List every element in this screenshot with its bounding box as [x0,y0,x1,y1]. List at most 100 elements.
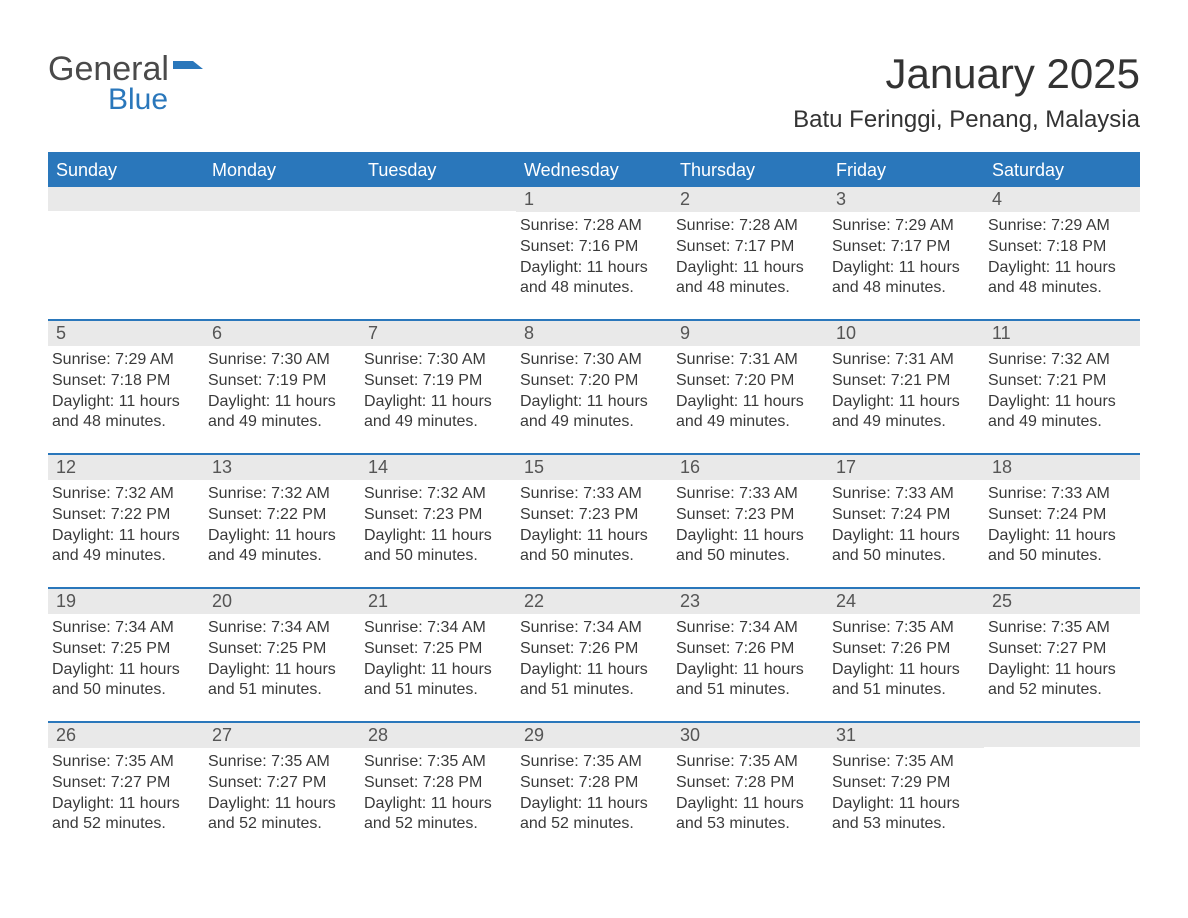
day-cell [48,187,204,319]
day-number: 28 [360,723,516,748]
week-row: 5Sunrise: 7:29 AMSunset: 7:18 PMDaylight… [48,319,1140,453]
day-cell: 15Sunrise: 7:33 AMSunset: 7:23 PMDayligh… [516,455,672,587]
day-details: Sunrise: 7:32 AMSunset: 7:22 PMDaylight:… [48,480,204,567]
day-of-week-cell: Tuesday [360,154,516,187]
day-cell: 4Sunrise: 7:29 AMSunset: 7:18 PMDaylight… [984,187,1140,319]
day-details: Sunrise: 7:28 AMSunset: 7:16 PMDaylight:… [516,212,672,299]
day-cell: 1Sunrise: 7:28 AMSunset: 7:16 PMDaylight… [516,187,672,319]
day-cell: 8Sunrise: 7:30 AMSunset: 7:20 PMDaylight… [516,321,672,453]
day-of-week-row: SundayMondayTuesdayWednesdayThursdayFrid… [48,154,1140,187]
day-cell: 26Sunrise: 7:35 AMSunset: 7:27 PMDayligh… [48,723,204,855]
logo-block: General Blue [48,50,203,117]
day-number: 16 [672,455,828,480]
day-number [984,723,1140,747]
day-details: Sunrise: 7:31 AMSunset: 7:21 PMDaylight:… [828,346,984,433]
day-cell: 29Sunrise: 7:35 AMSunset: 7:28 PMDayligh… [516,723,672,855]
day-number: 3 [828,187,984,212]
day-cell: 20Sunrise: 7:34 AMSunset: 7:25 PMDayligh… [204,589,360,721]
day-details: Sunrise: 7:35 AMSunset: 7:27 PMDaylight:… [48,748,204,835]
day-cell: 24Sunrise: 7:35 AMSunset: 7:26 PMDayligh… [828,589,984,721]
day-number: 6 [204,321,360,346]
day-number: 21 [360,589,516,614]
day-cell [984,723,1140,855]
day-of-week-cell: Sunday [48,154,204,187]
day-cell: 13Sunrise: 7:32 AMSunset: 7:22 PMDayligh… [204,455,360,587]
day-number [204,187,360,211]
day-of-week-cell: Wednesday [516,154,672,187]
calendar: SundayMondayTuesdayWednesdayThursdayFrid… [48,152,1140,855]
day-number: 15 [516,455,672,480]
day-cell: 27Sunrise: 7:35 AMSunset: 7:27 PMDayligh… [204,723,360,855]
day-cell: 3Sunrise: 7:29 AMSunset: 7:17 PMDaylight… [828,187,984,319]
day-cell: 9Sunrise: 7:31 AMSunset: 7:20 PMDaylight… [672,321,828,453]
day-of-week-cell: Thursday [672,154,828,187]
day-number: 23 [672,589,828,614]
day-number: 4 [984,187,1140,212]
day-cell: 16Sunrise: 7:33 AMSunset: 7:23 PMDayligh… [672,455,828,587]
day-of-week-cell: Friday [828,154,984,187]
day-details: Sunrise: 7:34 AMSunset: 7:25 PMDaylight:… [360,614,516,701]
day-details: Sunrise: 7:34 AMSunset: 7:26 PMDaylight:… [516,614,672,701]
day-details: Sunrise: 7:30 AMSunset: 7:19 PMDaylight:… [204,346,360,433]
day-number: 12 [48,455,204,480]
day-details: Sunrise: 7:32 AMSunset: 7:22 PMDaylight:… [204,480,360,567]
title-block: January 2025 Batu Feringgi, Penang, Mala… [793,50,1140,134]
day-cell: 23Sunrise: 7:34 AMSunset: 7:26 PMDayligh… [672,589,828,721]
day-details: Sunrise: 7:33 AMSunset: 7:23 PMDaylight:… [672,480,828,567]
week-row: 1Sunrise: 7:28 AMSunset: 7:16 PMDaylight… [48,187,1140,319]
day-number: 31 [828,723,984,748]
day-number: 19 [48,589,204,614]
day-details: Sunrise: 7:34 AMSunset: 7:26 PMDaylight:… [672,614,828,701]
day-details: Sunrise: 7:33 AMSunset: 7:24 PMDaylight:… [984,480,1140,567]
day-number [360,187,516,211]
day-cell [204,187,360,319]
day-number: 26 [48,723,204,748]
day-number: 30 [672,723,828,748]
day-cell: 6Sunrise: 7:30 AMSunset: 7:19 PMDaylight… [204,321,360,453]
day-details: Sunrise: 7:33 AMSunset: 7:23 PMDaylight:… [516,480,672,567]
day-details: Sunrise: 7:35 AMSunset: 7:26 PMDaylight:… [828,614,984,701]
day-details: Sunrise: 7:33 AMSunset: 7:24 PMDaylight:… [828,480,984,567]
day-details: Sunrise: 7:34 AMSunset: 7:25 PMDaylight:… [48,614,204,701]
day-details: Sunrise: 7:31 AMSunset: 7:20 PMDaylight:… [672,346,828,433]
day-number: 1 [516,187,672,212]
day-cell: 22Sunrise: 7:34 AMSunset: 7:26 PMDayligh… [516,589,672,721]
week-row: 19Sunrise: 7:34 AMSunset: 7:25 PMDayligh… [48,587,1140,721]
day-number: 18 [984,455,1140,480]
week-row: 26Sunrise: 7:35 AMSunset: 7:27 PMDayligh… [48,721,1140,855]
day-number: 11 [984,321,1140,346]
day-cell: 2Sunrise: 7:28 AMSunset: 7:17 PMDaylight… [672,187,828,319]
day-details: Sunrise: 7:32 AMSunset: 7:21 PMDaylight:… [984,346,1140,433]
day-cell: 10Sunrise: 7:31 AMSunset: 7:21 PMDayligh… [828,321,984,453]
day-details: Sunrise: 7:29 AMSunset: 7:18 PMDaylight:… [984,212,1140,299]
day-number: 27 [204,723,360,748]
week-row: 12Sunrise: 7:32 AMSunset: 7:22 PMDayligh… [48,453,1140,587]
day-details: Sunrise: 7:29 AMSunset: 7:18 PMDaylight:… [48,346,204,433]
day-number: 13 [204,455,360,480]
day-cell: 14Sunrise: 7:32 AMSunset: 7:23 PMDayligh… [360,455,516,587]
day-cell: 31Sunrise: 7:35 AMSunset: 7:29 PMDayligh… [828,723,984,855]
day-details: Sunrise: 7:34 AMSunset: 7:25 PMDaylight:… [204,614,360,701]
day-cell: 30Sunrise: 7:35 AMSunset: 7:28 PMDayligh… [672,723,828,855]
day-cell: 28Sunrise: 7:35 AMSunset: 7:28 PMDayligh… [360,723,516,855]
day-number: 2 [672,187,828,212]
day-details: Sunrise: 7:35 AMSunset: 7:27 PMDaylight:… [204,748,360,835]
day-number: 14 [360,455,516,480]
logo-text-blue: Blue [108,83,203,117]
day-details: Sunrise: 7:35 AMSunset: 7:28 PMDaylight:… [360,748,516,835]
day-number: 10 [828,321,984,346]
day-cell [360,187,516,319]
day-number: 22 [516,589,672,614]
day-number: 9 [672,321,828,346]
day-details: Sunrise: 7:30 AMSunset: 7:20 PMDaylight:… [516,346,672,433]
day-number: 7 [360,321,516,346]
day-of-week-cell: Monday [204,154,360,187]
day-details: Sunrise: 7:35 AMSunset: 7:27 PMDaylight:… [984,614,1140,701]
day-cell: 21Sunrise: 7:34 AMSunset: 7:25 PMDayligh… [360,589,516,721]
day-cell: 7Sunrise: 7:30 AMSunset: 7:19 PMDaylight… [360,321,516,453]
day-cell: 25Sunrise: 7:35 AMSunset: 7:27 PMDayligh… [984,589,1140,721]
day-details: Sunrise: 7:30 AMSunset: 7:19 PMDaylight:… [360,346,516,433]
day-details: Sunrise: 7:29 AMSunset: 7:17 PMDaylight:… [828,212,984,299]
day-details: Sunrise: 7:28 AMSunset: 7:17 PMDaylight:… [672,212,828,299]
day-cell: 11Sunrise: 7:32 AMSunset: 7:21 PMDayligh… [984,321,1140,453]
